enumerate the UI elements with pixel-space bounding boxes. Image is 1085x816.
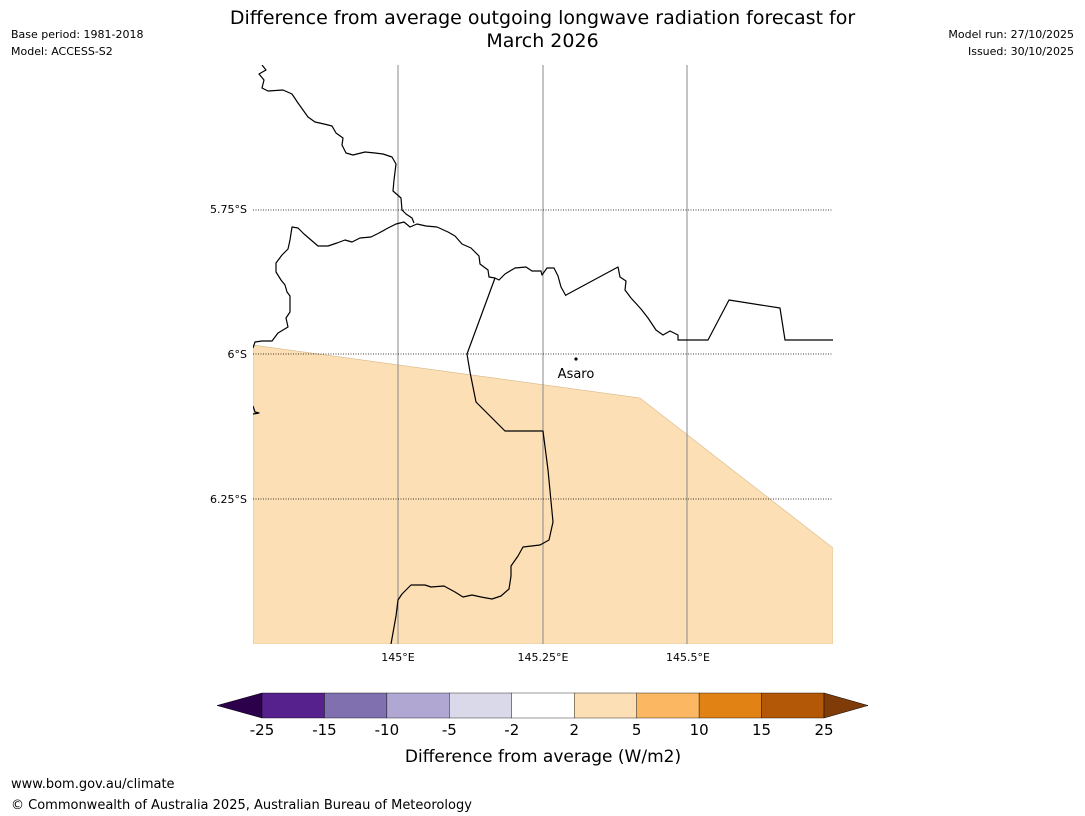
border-divide bbox=[390, 277, 554, 644]
province-borders bbox=[253, 65, 833, 644]
colorbar-underflow-arrow bbox=[216, 692, 263, 719]
colorbar-swatch bbox=[324, 692, 388, 719]
colorbar-swatch bbox=[636, 692, 700, 719]
base-period-text: Base period: 1981-2018 bbox=[11, 28, 144, 41]
map-plot-area: Asaro bbox=[253, 65, 833, 644]
longitude-gridlines bbox=[397, 65, 688, 644]
colorbar-tick-label: -5 bbox=[442, 721, 457, 739]
colorbar-swatch bbox=[261, 692, 325, 719]
lon-label-145-5e: 145.5°E bbox=[666, 651, 710, 664]
run-info: Model run: 27/10/2025 Issued: 30/10/2025 bbox=[948, 26, 1074, 60]
lat-label-6s: 6°S bbox=[228, 348, 247, 361]
model-run-text: Model run: 27/10/2025 bbox=[948, 28, 1074, 41]
asaro-dot bbox=[574, 357, 578, 361]
lon-label-145e: 145°E bbox=[381, 651, 414, 664]
colorbar-swatch bbox=[698, 692, 762, 719]
model-text: Model: ACCESS-S2 bbox=[11, 45, 113, 58]
footer: www.bom.gov.au/climate © Commonwealth of… bbox=[11, 774, 472, 816]
lat-label-5-75s: 5.75°S bbox=[210, 203, 247, 216]
colorbar-overflow-arrow bbox=[823, 692, 869, 719]
asaro-label: Asaro bbox=[558, 367, 595, 382]
colorbar-swatches bbox=[261, 692, 825, 719]
footer-url: www.bom.gov.au/climate bbox=[11, 777, 175, 792]
colorbar-tick-label: -25 bbox=[250, 721, 275, 739]
latitude-gridlines bbox=[253, 209, 833, 500]
longitude-labels: 145°E 145.25°E 145.5°E bbox=[381, 651, 710, 664]
colorbar-swatch bbox=[511, 692, 575, 719]
place-marker-asaro: Asaro bbox=[558, 357, 595, 382]
colorbar-tick-label: 15 bbox=[752, 721, 771, 739]
footer-copyright: © Commonwealth of Australia 2025, Austra… bbox=[11, 798, 472, 813]
border-east bbox=[565, 266, 833, 341]
forecast-info: Base period: 1981-2018 Model: ACCESS-S2 bbox=[11, 26, 143, 60]
colorbar-tick-label: 2 bbox=[569, 721, 579, 739]
title-line-2: March 2026 bbox=[486, 30, 599, 52]
colorbar-tick-labels: -25 -15 -10 -5 -2 2 5 10 15 25 bbox=[250, 721, 834, 739]
colorbar-tick-label: -15 bbox=[312, 721, 337, 739]
colorbar-tick-label: 25 bbox=[814, 721, 833, 739]
colorbar-swatch bbox=[761, 692, 825, 719]
colorbar-tick-label: 5 bbox=[632, 721, 642, 739]
border-north bbox=[258, 65, 415, 224]
lon-label-145-25e: 145.25°E bbox=[518, 651, 569, 664]
colorbar-title: Difference from average (W/m2) bbox=[405, 747, 681, 767]
border-west-fragment bbox=[253, 405, 260, 415]
colorbar-tick-label: -10 bbox=[375, 721, 400, 739]
colorbar-swatch bbox=[386, 692, 450, 719]
map-title: Difference from average outgoing longwav… bbox=[0, 7, 1085, 53]
border-central bbox=[253, 221, 567, 349]
colorbar-swatch bbox=[449, 692, 512, 719]
title-line-1: Difference from average outgoing longwav… bbox=[229, 7, 856, 29]
colorbar-swatch bbox=[574, 692, 637, 719]
latitude-labels: 5.75°S 6°S 6.25°S bbox=[210, 203, 247, 506]
issued-text: Issued: 30/10/2025 bbox=[967, 45, 1074, 58]
colorbar-tick-label: 10 bbox=[690, 721, 709, 739]
colorbar-tick-label: -2 bbox=[504, 721, 519, 739]
lat-label-6-25s: 6.25°S bbox=[210, 493, 247, 506]
